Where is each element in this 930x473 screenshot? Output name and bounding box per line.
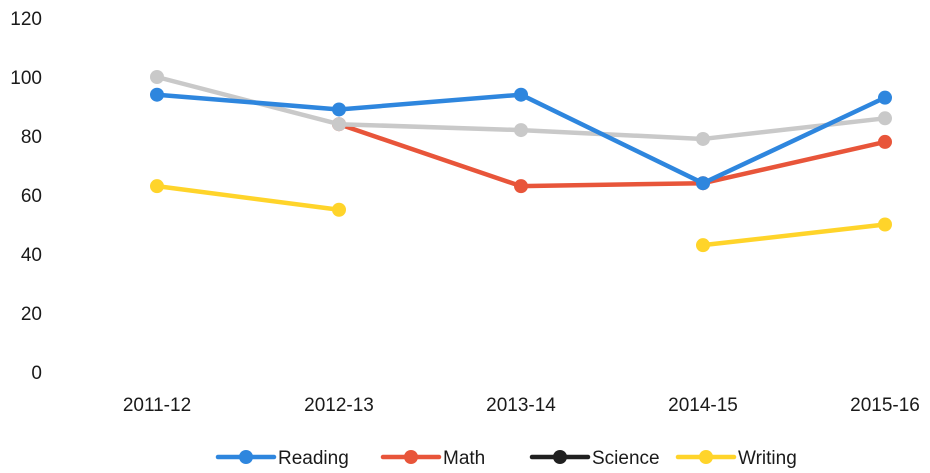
x-tick-label: 2011-12 <box>123 395 191 416</box>
data-point-writing <box>332 202 346 217</box>
data-point-gray <box>150 70 164 84</box>
data-point-reading <box>696 176 710 191</box>
data-point-reading <box>878 90 892 105</box>
data-point-gray <box>878 111 892 126</box>
legend-marker-science <box>553 450 567 464</box>
legend-marker-math <box>404 450 418 464</box>
legend-item-math[interactable]: Math <box>380 448 485 469</box>
series-gray <box>150 70 892 146</box>
y-axis: 0 20 40 60 80 100 120 <box>10 9 42 384</box>
data-point-math <box>514 179 528 194</box>
y-tick-label: 120 <box>10 9 42 30</box>
y-tick-label: 0 <box>31 363 42 384</box>
data-point-gray <box>696 131 710 146</box>
x-tick-label: 2015-16 <box>850 395 920 416</box>
legend-item-reading[interactable]: Reading <box>215 448 349 469</box>
legend: Reading Math Science Writing <box>215 448 797 469</box>
legend-marker-reading <box>239 450 253 464</box>
y-tick-label: 80 <box>21 127 42 148</box>
data-point-gray <box>332 117 346 132</box>
series-reading <box>150 87 892 191</box>
y-tick-label: 20 <box>21 304 42 325</box>
plot-area <box>150 70 892 253</box>
data-point-writing <box>150 179 164 194</box>
legend-item-science[interactable]: Science <box>529 448 660 469</box>
x-axis: 2011-12 2012-13 2013-14 2014-15 2015-16 <box>123 395 920 416</box>
data-point-writing <box>696 238 710 253</box>
x-tick-label: 2014-15 <box>668 395 738 416</box>
legend-label-math: Math <box>443 448 485 469</box>
legend-label-science: Science <box>592 448 660 469</box>
data-point-gray <box>514 123 528 138</box>
y-tick-label: 100 <box>10 68 42 89</box>
y-tick-label: 40 <box>21 245 42 266</box>
x-tick-label: 2012-13 <box>304 395 374 416</box>
series-line-writing <box>700 222 888 248</box>
data-point-reading <box>150 87 164 102</box>
legend-label-writing: Writing <box>738 448 797 469</box>
data-point-reading <box>514 87 528 102</box>
data-point-writing <box>878 217 892 232</box>
data-point-reading <box>332 102 346 117</box>
series-writing <box>150 179 892 253</box>
x-tick-label: 2013-14 <box>486 395 556 416</box>
legend-label-reading: Reading <box>278 448 349 469</box>
series-line-reading <box>154 92 888 186</box>
legend-marker-writing <box>699 450 713 464</box>
series-line-math <box>336 121 888 189</box>
y-tick-label: 60 <box>21 186 42 207</box>
legend-item-writing[interactable]: Writing <box>675 448 797 469</box>
series-line-writing <box>154 183 342 212</box>
data-point-math <box>878 134 892 149</box>
